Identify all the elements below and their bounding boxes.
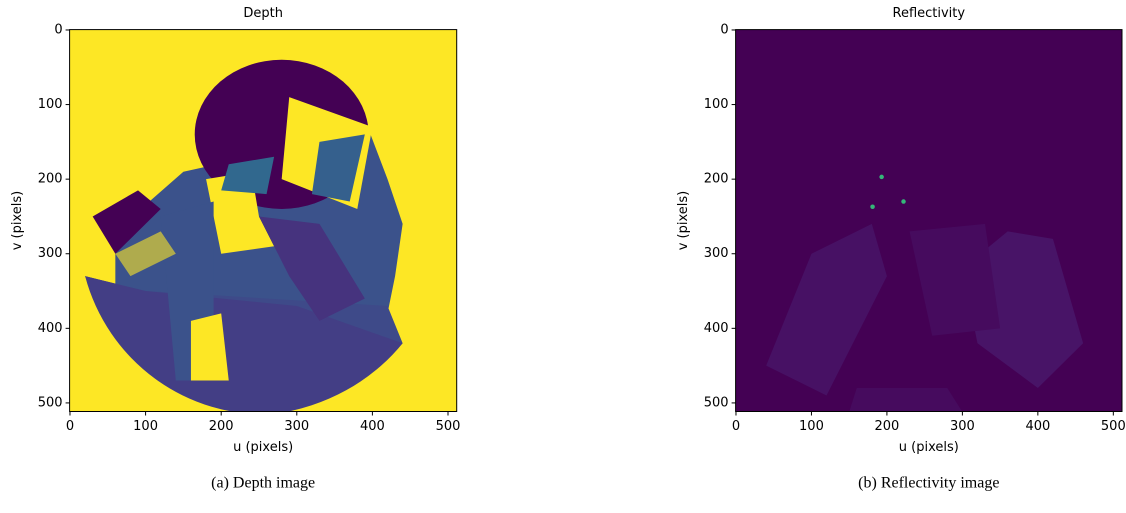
x-axis-label: u (pixels)	[899, 440, 959, 455]
x-axis-label: u (pixels)	[233, 440, 293, 455]
x-tick-label: 200	[875, 419, 900, 434]
y-tick-label: 200	[704, 172, 729, 187]
y-tick-label: 500	[38, 395, 63, 410]
y-tick-label: 100	[704, 97, 729, 112]
figure: Depth u (pixels) v (pixels) (a) Depth image…	[0, 0, 1126, 513]
y-tick-label: 0	[720, 22, 728, 37]
y-tick-label: 200	[38, 172, 63, 187]
x-tick-label: 300	[284, 419, 309, 434]
x-tick-label: 0	[732, 419, 740, 434]
y-tick-label: 100	[38, 97, 63, 112]
x-tick-label: 500	[436, 419, 461, 434]
y-tick-label: 400	[704, 321, 729, 336]
plot-title: Depth	[243, 6, 283, 21]
y-tick-label: 0	[54, 22, 62, 37]
y-tick-label: 500	[704, 395, 729, 410]
plot-title: Reflectivity	[893, 6, 966, 21]
x-tick-label: 400	[360, 419, 385, 434]
x-tick-label: 100	[799, 419, 824, 434]
caption: (a) Depth image	[211, 475, 315, 492]
y-tick-label: 400	[38, 321, 63, 336]
y-tick-label: 300	[38, 246, 63, 261]
y-axis-label: v (pixels)	[676, 191, 691, 251]
x-tick-label: 200	[209, 419, 234, 434]
depth-image	[70, 30, 457, 415]
caption: (b) Reflectivity image	[858, 475, 999, 492]
x-tick-label: 500	[1101, 419, 1126, 434]
x-tick-label: 0	[66, 419, 74, 434]
reflectivity-image	[736, 30, 1122, 412]
page: {"chart_data": [ {"type": "image", "titl…	[0, 0, 1126, 513]
y-axis-label: v (pixels)	[10, 191, 25, 251]
x-tick-label: 300	[950, 419, 975, 434]
x-tick-label: 400	[1025, 419, 1050, 434]
y-tick-label: 300	[704, 246, 729, 261]
x-tick-label: 100	[133, 419, 158, 434]
